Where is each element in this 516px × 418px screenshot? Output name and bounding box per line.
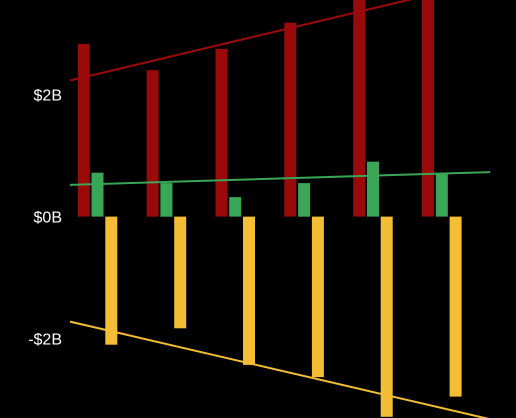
bar-series-3-item-5: [380, 216, 393, 417]
bar-series-2-item-3: [229, 197, 242, 217]
bars-layer: [77, 0, 462, 417]
bar-series-1-item-3: [215, 48, 228, 217]
bar-series-2-item-5: [367, 161, 379, 217]
trendline-1: [69, 0, 413, 82]
bar-series-3-item-1: [105, 216, 118, 345]
bar-series-1-item-2: [146, 70, 159, 217]
bar-series-2-item-4: [298, 183, 311, 217]
bar-series-1-item-4: [284, 22, 297, 217]
trendline-3: [69, 320, 490, 418]
bar-series-1-item-6: [422, 0, 434, 217]
bar-series-1-item-1: [77, 43, 90, 217]
y-tick-label-2: $0B: [34, 210, 62, 227]
bar-series-2-item-6: [435, 173, 448, 217]
y-axis: $2B $0B -$2B: [28, 88, 62, 349]
bar-series-3-item-6: [449, 216, 462, 397]
bar-series-1-item-5: [353, 0, 366, 217]
y-tick-label-3: -$2B: [28, 332, 62, 349]
y-tick-label-1: $2B: [34, 88, 62, 105]
bar-series-3-item-2: [174, 216, 187, 329]
bar-series-2-item-1: [91, 172, 104, 217]
trendline-2: [69, 171, 491, 186]
bar-series-2-item-2: [160, 183, 173, 217]
bar-series-3-item-3: [243, 216, 255, 365]
trendlines-layer: [69, 0, 491, 418]
bar-series-3-item-4: [311, 216, 324, 378]
